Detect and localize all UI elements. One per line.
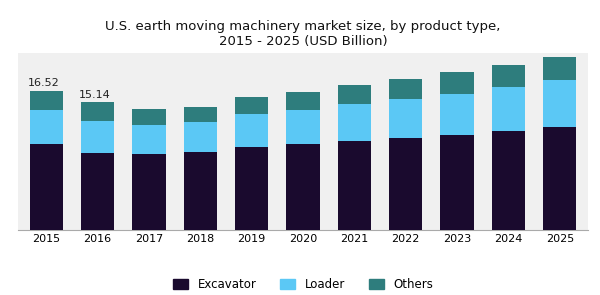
Bar	[389, 99, 422, 138]
Bar	[184, 107, 217, 122]
Bar	[543, 127, 577, 230]
Bar	[492, 131, 525, 230]
Bar	[29, 109, 63, 144]
Bar	[440, 135, 474, 230]
Bar	[235, 147, 268, 230]
Bar	[440, 94, 474, 135]
Bar	[81, 153, 114, 230]
Bar	[235, 97, 268, 114]
Bar	[81, 121, 114, 153]
Legend: Excavator, Loader, Others: Excavator, Loader, Others	[173, 278, 433, 291]
Bar	[235, 114, 268, 147]
Bar	[286, 92, 320, 109]
Bar	[132, 125, 166, 154]
Bar	[29, 91, 63, 109]
Bar	[389, 138, 422, 230]
Bar	[543, 80, 577, 127]
Bar	[389, 79, 422, 99]
Bar	[184, 152, 217, 230]
Text: 15.14: 15.14	[79, 90, 111, 100]
Bar	[29, 144, 63, 230]
Bar	[492, 87, 525, 131]
Bar	[286, 109, 320, 144]
Text: 16.52: 16.52	[28, 78, 59, 88]
Bar	[132, 154, 166, 230]
Bar	[81, 102, 114, 121]
Bar	[286, 144, 320, 230]
Title: U.S. earth moving machinery market size, by product type,
2015 - 2025 (USD Billi: U.S. earth moving machinery market size,…	[106, 20, 500, 48]
Bar	[338, 85, 371, 104]
Bar	[184, 122, 217, 152]
Bar	[492, 65, 525, 87]
Bar	[338, 141, 371, 230]
Bar	[338, 104, 371, 141]
Bar	[132, 109, 166, 125]
Bar	[543, 57, 577, 80]
Bar	[440, 73, 474, 94]
